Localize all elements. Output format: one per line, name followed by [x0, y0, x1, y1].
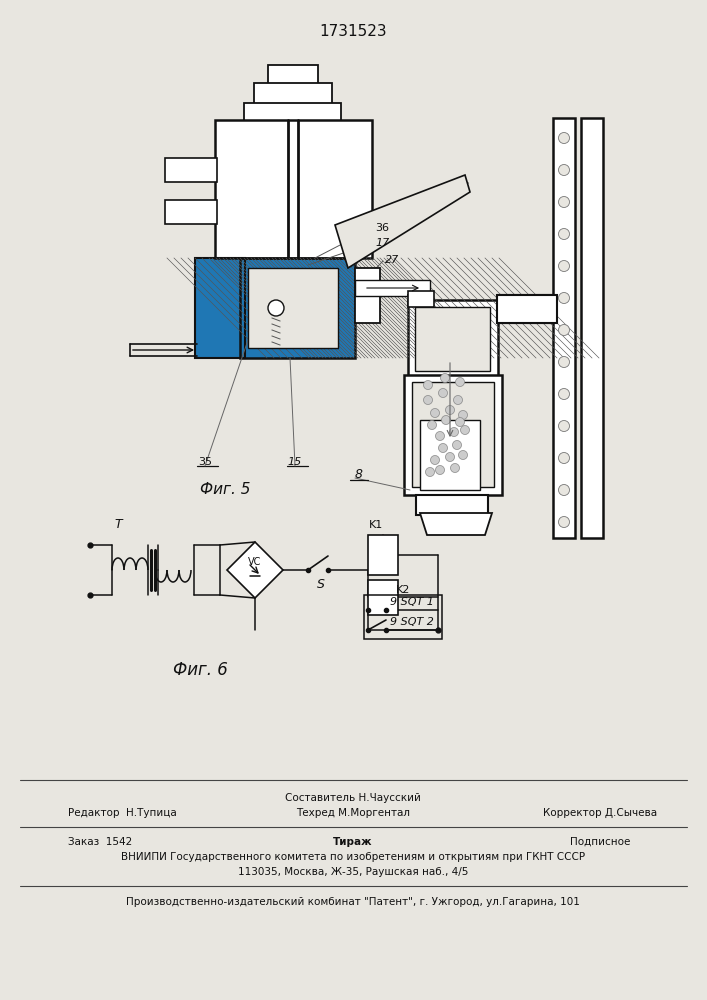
- Circle shape: [453, 395, 462, 404]
- Circle shape: [438, 388, 448, 397]
- Bar: [497, 295, 557, 323]
- Bar: [195, 258, 245, 358]
- Bar: [248, 268, 338, 348]
- Bar: [364, 595, 442, 639]
- Text: ВНИИПИ Государственного комитета по изобретениям и открытиям при ГКНТ СССР: ВНИИПИ Государственного комитета по изоб…: [121, 852, 585, 862]
- Bar: [412, 382, 494, 487]
- Circle shape: [559, 229, 570, 239]
- Bar: [368, 535, 398, 575]
- Bar: [416, 495, 488, 515]
- Bar: [420, 420, 480, 490]
- Bar: [408, 291, 434, 307]
- Circle shape: [459, 450, 467, 460]
- Text: Производственно-издательский комбинат "Патент", г. Ужгород, ул.Гагарина, 101: Производственно-издательский комбинат "П…: [126, 897, 580, 907]
- Bar: [165, 158, 217, 182]
- Circle shape: [423, 395, 433, 404]
- Text: 17: 17: [375, 238, 390, 248]
- Text: 36: 36: [375, 223, 389, 233]
- Circle shape: [445, 452, 455, 462]
- Circle shape: [559, 485, 570, 495]
- Text: Составитель Н.Чаусский: Составитель Н.Чаусский: [285, 793, 421, 803]
- Circle shape: [436, 466, 445, 475]
- Circle shape: [559, 420, 570, 432]
- Circle shape: [459, 410, 467, 420]
- Circle shape: [455, 377, 464, 386]
- Text: 15: 15: [288, 457, 302, 467]
- Text: Заказ  1542: Заказ 1542: [68, 837, 132, 847]
- Circle shape: [559, 388, 570, 399]
- Bar: [215, 120, 372, 258]
- Text: Редактор  Н.Тупица: Редактор Н.Тупица: [68, 808, 177, 818]
- Circle shape: [438, 444, 448, 452]
- Circle shape: [559, 324, 570, 336]
- Text: K2: K2: [396, 585, 410, 595]
- Text: Техред М.Моргентал: Техред М.Моргентал: [296, 808, 410, 818]
- Text: Фиг. 6: Фиг. 6: [173, 661, 228, 679]
- Bar: [240, 258, 355, 358]
- Circle shape: [559, 292, 570, 304]
- Text: 35: 35: [198, 457, 212, 467]
- Text: 1731523: 1731523: [319, 24, 387, 39]
- Circle shape: [423, 380, 433, 389]
- Text: 27: 27: [385, 255, 399, 265]
- Text: S: S: [317, 578, 325, 591]
- Bar: [254, 83, 332, 105]
- Bar: [165, 200, 217, 224]
- Bar: [244, 103, 341, 121]
- Text: T: T: [115, 518, 122, 532]
- Circle shape: [559, 516, 570, 528]
- Circle shape: [455, 418, 464, 426]
- Text: Фиг. 5: Фиг. 5: [200, 483, 250, 497]
- Circle shape: [431, 456, 440, 464]
- Circle shape: [450, 428, 459, 436]
- Circle shape: [559, 357, 570, 367]
- Polygon shape: [227, 542, 283, 598]
- Circle shape: [440, 373, 450, 382]
- Bar: [404, 375, 502, 495]
- Bar: [408, 300, 498, 378]
- Text: 113035, Москва, Ж-35, Раушская наб., 4/5: 113035, Москва, Ж-35, Раушская наб., 4/5: [238, 867, 468, 877]
- Text: K1: K1: [369, 520, 383, 530]
- Text: 8: 8: [355, 468, 363, 482]
- Bar: [355, 268, 380, 323]
- Circle shape: [559, 452, 570, 464]
- Circle shape: [445, 406, 455, 414]
- Circle shape: [559, 164, 570, 176]
- Circle shape: [460, 426, 469, 434]
- Circle shape: [452, 440, 462, 450]
- Text: 9 SQT 1: 9 SQT 1: [390, 597, 434, 607]
- Polygon shape: [335, 175, 470, 268]
- Bar: [553, 118, 575, 538]
- Circle shape: [441, 416, 450, 424]
- Circle shape: [426, 468, 435, 477]
- Bar: [581, 118, 603, 538]
- Circle shape: [559, 132, 570, 143]
- Circle shape: [559, 196, 570, 208]
- Text: 9 SQT 2: 9 SQT 2: [390, 617, 434, 627]
- Bar: [415, 307, 490, 371]
- Bar: [368, 580, 398, 615]
- Polygon shape: [420, 513, 492, 535]
- Circle shape: [431, 408, 440, 418]
- Bar: [195, 258, 245, 358]
- Bar: [268, 65, 318, 85]
- Circle shape: [436, 432, 445, 440]
- Circle shape: [559, 260, 570, 271]
- Bar: [355, 280, 430, 296]
- Text: Корректор Д.Сычева: Корректор Д.Сычева: [543, 808, 657, 818]
- Bar: [240, 258, 355, 358]
- Circle shape: [268, 300, 284, 316]
- Circle shape: [428, 420, 436, 430]
- Circle shape: [450, 464, 460, 473]
- Text: Тираж: Тираж: [333, 837, 373, 847]
- Text: VC: VC: [248, 557, 262, 567]
- Text: Подписное: Подписное: [570, 837, 630, 847]
